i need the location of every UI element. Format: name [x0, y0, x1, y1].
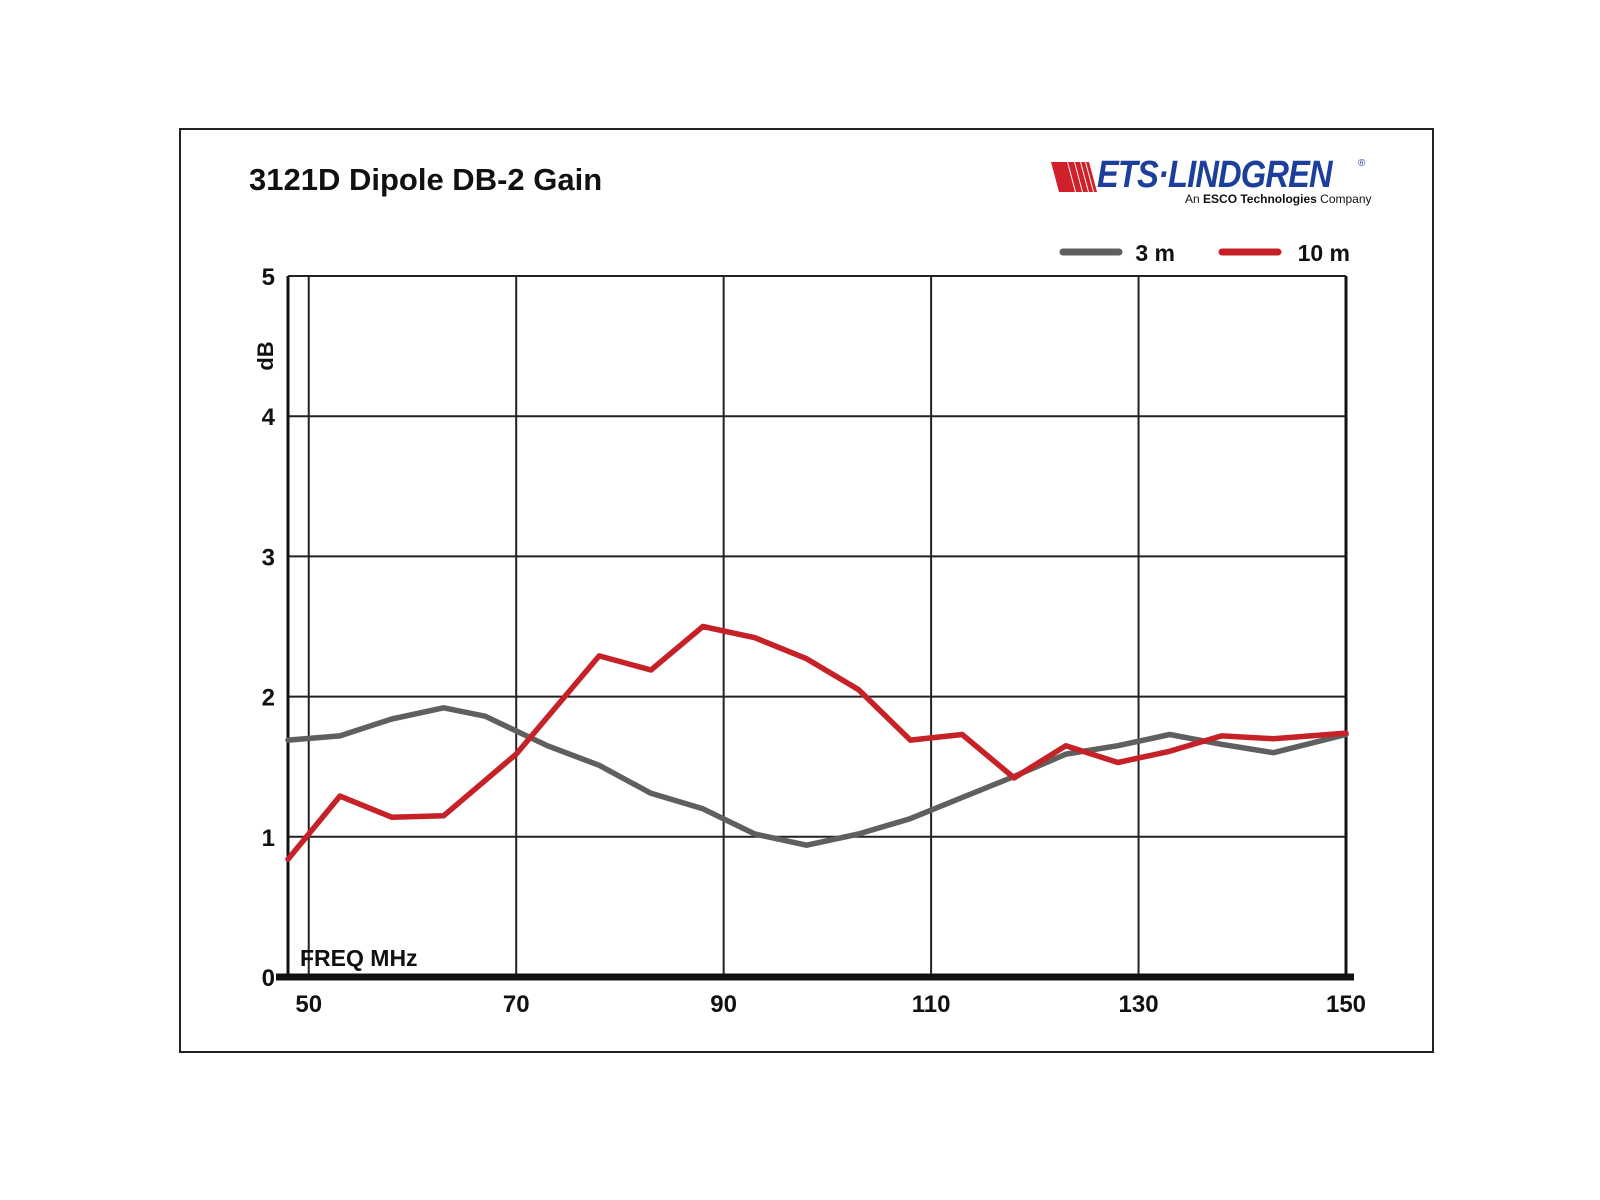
- logo-tagline: An ESCO Technologies Company: [1185, 192, 1372, 206]
- legend-label-10m: 10 m: [1298, 240, 1350, 266]
- grid-lines: [288, 275, 1347, 977]
- y-axis-label: dB: [253, 341, 278, 370]
- y-tick-label-0: 0: [262, 965, 275, 992]
- ets-lindgren-logo: ETS·LINDGREN ® An ESCO Technologies Comp…: [1049, 152, 1372, 212]
- tick-labels: 0 1 2 3 4 5 50 70 90 110 130 150: [262, 264, 1366, 1018]
- y-tick-label-4: 4: [262, 404, 276, 431]
- legend: 3 m 10 m: [1059, 240, 1350, 266]
- logo-registered-mark: ®: [1358, 158, 1366, 169]
- chart-frame: 3121D Dipole DB-2 Gain ETS·LINDGREN ® An…: [179, 128, 1434, 1053]
- logo-wordmark: ETS·LINDGREN: [1097, 154, 1333, 196]
- chart-title: 3121D Dipole DB-2 Gain: [249, 162, 603, 197]
- x-axis-label: FREQ MHz: [300, 945, 418, 971]
- axes: [276, 276, 1354, 981]
- series-line-3m: [285, 705, 1349, 848]
- x-tick-label-110: 110: [912, 991, 951, 1018]
- y-tick-label-5: 5: [262, 264, 275, 291]
- x-tick-label-50: 50: [295, 991, 322, 1018]
- y-tick-label-3: 3: [262, 544, 275, 571]
- x-tick-label-70: 70: [503, 991, 530, 1018]
- y-tick-label-1: 1: [262, 825, 275, 852]
- logo-stripes-icon: [1051, 162, 1097, 192]
- x-tick-label-150: 150: [1326, 991, 1366, 1018]
- tagline-company: ESCO Technologies: [1203, 192, 1317, 206]
- series-lines: [285, 623, 1349, 862]
- tagline-suffix: Company: [1316, 192, 1372, 206]
- x-tick-label-130: 130: [1119, 991, 1159, 1018]
- series-line-10m: [285, 623, 1349, 862]
- tagline-prefix: An: [1185, 192, 1204, 206]
- y-tick-label-2: 2: [262, 685, 275, 712]
- x-tick-label-90: 90: [710, 991, 737, 1018]
- legend-label-3m: 3 m: [1135, 240, 1175, 266]
